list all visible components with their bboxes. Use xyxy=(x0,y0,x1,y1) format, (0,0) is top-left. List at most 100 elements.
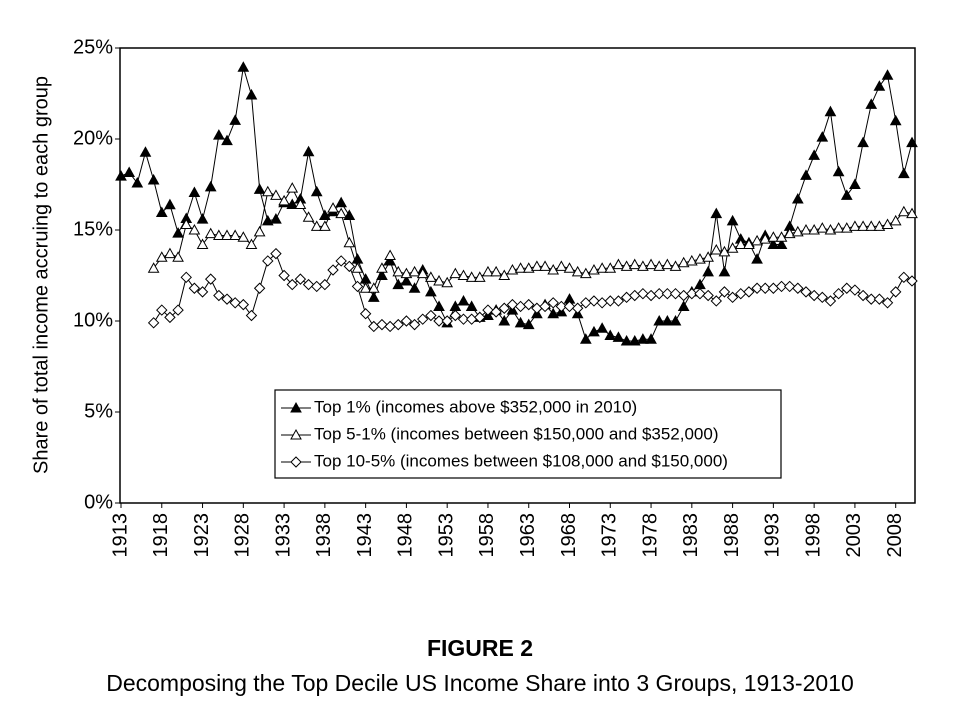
data-point xyxy=(710,207,723,219)
data-point xyxy=(408,282,421,293)
data-point xyxy=(832,165,845,177)
x-tick-label: 1923 xyxy=(191,513,213,558)
data-point xyxy=(490,306,502,318)
data-point xyxy=(237,231,250,242)
data-point xyxy=(417,313,429,325)
data-point xyxy=(433,274,445,286)
data-point xyxy=(816,222,829,233)
data-point xyxy=(359,308,372,320)
data-point xyxy=(188,223,201,235)
data-point xyxy=(800,223,812,235)
data-point xyxy=(286,278,298,291)
data-point xyxy=(270,213,282,224)
data-point xyxy=(604,295,616,307)
data-point xyxy=(343,260,356,273)
data-point xyxy=(791,193,804,204)
chart-title: FIGURE 2 xyxy=(427,635,533,661)
data-point xyxy=(310,185,323,197)
data-point xyxy=(881,218,894,230)
data-point xyxy=(881,297,894,309)
data-point xyxy=(261,214,274,226)
data-point xyxy=(873,220,886,231)
data-point xyxy=(816,131,829,142)
data-point xyxy=(653,260,666,271)
data-point xyxy=(392,265,405,277)
data-point xyxy=(547,264,560,275)
data-point xyxy=(792,282,804,294)
series-line xyxy=(120,67,913,342)
data-point xyxy=(857,136,869,148)
data-point xyxy=(571,265,584,277)
data-point xyxy=(767,238,780,250)
data-point xyxy=(897,167,910,179)
data-point xyxy=(718,286,731,298)
data-point xyxy=(425,271,437,282)
data-point xyxy=(319,209,331,220)
data-point xyxy=(302,211,315,222)
legend-label: Top 1% (incomes above $352,000 in 2010) xyxy=(314,397,637,416)
data-point xyxy=(906,275,918,287)
data-point xyxy=(865,220,878,231)
data-point xyxy=(522,262,535,273)
data-point xyxy=(685,254,698,266)
data-point xyxy=(376,318,388,331)
data-point xyxy=(343,236,356,248)
data-point xyxy=(579,267,592,279)
data-point xyxy=(637,333,649,344)
data-point xyxy=(702,265,714,277)
data-point xyxy=(327,264,339,276)
data-point xyxy=(359,282,372,293)
data-point xyxy=(661,287,674,300)
data-point xyxy=(229,297,241,309)
x-tick-label: 1933 xyxy=(272,513,294,558)
y-tick-label: 10% xyxy=(73,309,113,331)
data-point xyxy=(580,297,592,309)
data-point xyxy=(384,249,396,260)
data-point xyxy=(849,284,861,296)
x-tick-label: 1973 xyxy=(599,513,621,558)
data-point xyxy=(213,229,225,240)
data-point xyxy=(213,129,225,140)
data-point xyxy=(824,105,837,117)
data-point xyxy=(400,274,413,286)
data-point xyxy=(800,169,812,180)
data-point xyxy=(131,177,144,188)
data-point xyxy=(808,149,820,160)
data-point xyxy=(555,300,568,313)
data-point xyxy=(286,182,299,193)
data-point xyxy=(588,325,600,337)
data-point xyxy=(596,262,608,273)
data-point xyxy=(547,297,559,309)
data-point xyxy=(523,298,535,311)
data-point xyxy=(832,222,845,233)
data-point xyxy=(677,289,690,302)
data-point xyxy=(783,227,796,239)
data-point xyxy=(694,253,706,264)
x-tick-label: 1978 xyxy=(639,513,661,558)
data-point xyxy=(482,304,494,316)
data-point xyxy=(620,334,633,346)
data-point xyxy=(327,202,339,213)
data-point xyxy=(147,173,160,185)
data-point xyxy=(734,238,747,250)
data-point xyxy=(865,293,877,305)
data-point xyxy=(897,205,910,217)
data-point xyxy=(351,262,364,273)
x-tick-label: 1958 xyxy=(476,513,498,558)
data-point xyxy=(213,289,225,302)
x-tick-label: 1918 xyxy=(150,513,172,558)
data-point xyxy=(270,247,282,260)
data-point xyxy=(310,220,323,231)
data-point xyxy=(767,282,780,294)
data-point xyxy=(147,262,160,273)
data-point xyxy=(180,271,192,284)
data-point xyxy=(514,262,527,273)
data-point xyxy=(628,258,641,270)
data-point xyxy=(661,258,674,270)
data-point xyxy=(245,238,258,250)
data-point xyxy=(286,198,299,210)
data-point xyxy=(196,238,209,250)
y-tick-label: 15% xyxy=(73,218,113,240)
